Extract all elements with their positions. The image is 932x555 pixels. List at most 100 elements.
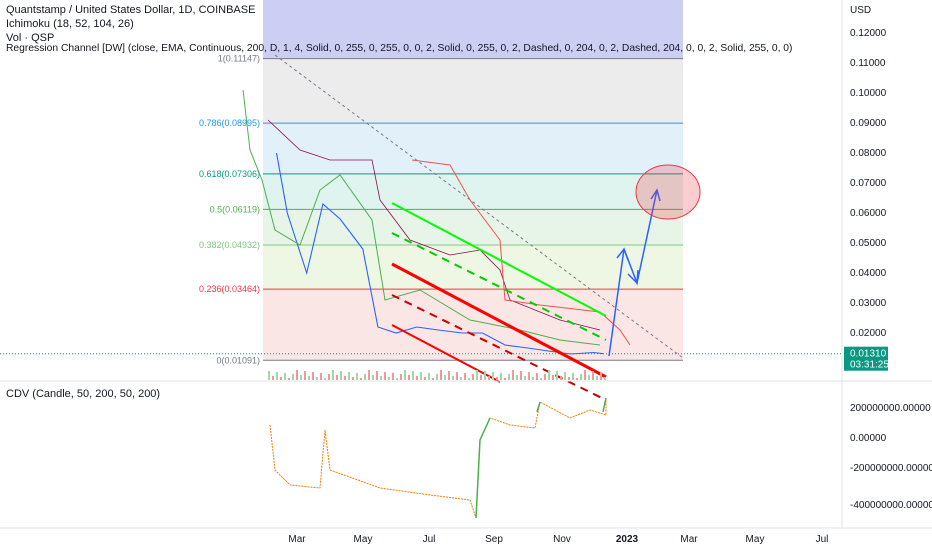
projection-arrow-path xyxy=(608,189,658,357)
volume-bar xyxy=(520,371,522,380)
cdv-tick-label: 200000000.00000 xyxy=(850,403,931,414)
volume-bar xyxy=(480,375,482,380)
fib-bands xyxy=(263,0,683,361)
volume-indicator[interactable]: Vol · QSP xyxy=(6,32,55,44)
volume-bar xyxy=(536,373,538,380)
volume-bar xyxy=(584,370,586,380)
fib-level-label: 0.236(0.03464) xyxy=(199,284,260,294)
fib-level-label: 0(0.01091) xyxy=(216,355,260,365)
volume-bar xyxy=(468,378,470,380)
time-tick-label: May xyxy=(746,534,765,545)
volume-bar xyxy=(400,374,402,380)
volume-bar xyxy=(560,376,562,380)
volume-bar xyxy=(356,373,358,380)
price-tick-label: 0.05000 xyxy=(850,238,887,249)
volume-bar xyxy=(276,372,278,380)
volume-bar xyxy=(544,374,546,380)
target-ellipse xyxy=(635,164,701,220)
volume-bar xyxy=(572,373,574,380)
time-tick-label: Jul xyxy=(816,534,829,545)
current-price-label: 0.01310 xyxy=(850,349,887,360)
volume-bar xyxy=(412,371,414,380)
current-price-badge xyxy=(844,346,888,371)
cdv-tick-label: 0.00000 xyxy=(850,433,887,444)
volume-bar xyxy=(392,373,394,380)
fib-band-top xyxy=(263,0,683,59)
projection-arrow-head-3 xyxy=(650,188,661,202)
price-tick-label: 0.02000 xyxy=(850,328,887,339)
volume-bar xyxy=(588,375,590,380)
price-tick-label: 0.09000 xyxy=(850,118,887,129)
volume-bar xyxy=(284,373,286,380)
cdv-line xyxy=(269,398,607,519)
volume-bar xyxy=(328,374,330,380)
volume-bar xyxy=(492,372,494,380)
volume-bar xyxy=(512,370,514,380)
volume-bar xyxy=(336,375,338,380)
volume-bar xyxy=(568,377,570,380)
volume-bar xyxy=(604,377,606,380)
volume-bar xyxy=(420,372,422,380)
volume-bar xyxy=(372,375,374,380)
ichimoku-base-line xyxy=(267,119,601,331)
volume-bar xyxy=(488,376,490,380)
cdv-tick-label: -200000000.00000 xyxy=(850,463,932,474)
price-series-line xyxy=(275,152,604,355)
time-tick-label: Nov xyxy=(553,534,571,545)
volume-bar xyxy=(288,378,290,380)
volume-bar xyxy=(312,372,314,380)
volume-bar xyxy=(464,373,466,380)
volume-bar xyxy=(296,370,298,380)
volume-bar xyxy=(368,370,370,380)
volume-bar xyxy=(484,371,486,380)
volume-bar xyxy=(408,375,410,380)
volume-bar xyxy=(332,370,334,380)
time-tick-label: Jul xyxy=(423,534,436,545)
volume-bar xyxy=(396,378,398,380)
volume-bar xyxy=(416,376,418,380)
price-axis-unit: USD xyxy=(850,5,871,16)
regression-center-line xyxy=(391,262,607,379)
fib-level-label: 0.618(0.07306) xyxy=(199,169,260,179)
regression-lower-line xyxy=(391,324,501,383)
price-tick-label: 0.07000 xyxy=(850,178,887,189)
projection-arrow-head-2 xyxy=(627,269,639,285)
volume-bar xyxy=(324,378,326,380)
fib-lines: 1(0.11147) 0.786(0.08995) 0.618(0.07306) 0.… xyxy=(199,54,683,365)
volume-bar xyxy=(440,370,442,380)
volume-bar xyxy=(348,372,350,380)
volume-bar xyxy=(528,372,530,380)
fib-level-label: 0.786(0.08995) xyxy=(199,118,260,128)
volume-bar xyxy=(532,377,534,380)
volume-bar xyxy=(564,372,566,380)
time-tick-label: Mar xyxy=(288,534,306,545)
annotations xyxy=(268,164,701,401)
fib-level-label: 0.5(0.06119) xyxy=(210,204,260,214)
volume-bar xyxy=(592,371,594,380)
fib-band xyxy=(263,58,683,124)
regression-lower-dash xyxy=(391,294,607,401)
volume-bar xyxy=(576,378,578,380)
volume-bar xyxy=(552,375,554,380)
volume-bar xyxy=(432,378,434,380)
volume-bar xyxy=(268,371,270,380)
volume-bar xyxy=(460,377,462,380)
cdv-indicator[interactable]: CDV (Candle, 50, 200, 50, 200) xyxy=(6,388,161,400)
fib-band xyxy=(263,209,683,246)
volume-bar xyxy=(292,374,294,380)
volume-bar xyxy=(424,377,426,380)
fib-band xyxy=(263,289,683,361)
volume-bar xyxy=(540,378,542,380)
volume-bar xyxy=(308,376,310,380)
ichimoku-indicator[interactable]: Ichimoku (18, 52, 104, 26) xyxy=(6,18,134,30)
volume-bar xyxy=(340,371,342,380)
volume-bar xyxy=(380,376,382,380)
volume-bar xyxy=(344,376,346,380)
volume-bar xyxy=(320,373,322,380)
volume-bar xyxy=(384,372,386,380)
cdv-tick-label: -400000000.00000 xyxy=(850,500,932,511)
regression-indicator[interactable]: Regression Channel [DW] (close, EMA, Con… xyxy=(6,43,793,54)
volume-bar xyxy=(444,375,446,380)
volume-bar xyxy=(388,377,390,380)
